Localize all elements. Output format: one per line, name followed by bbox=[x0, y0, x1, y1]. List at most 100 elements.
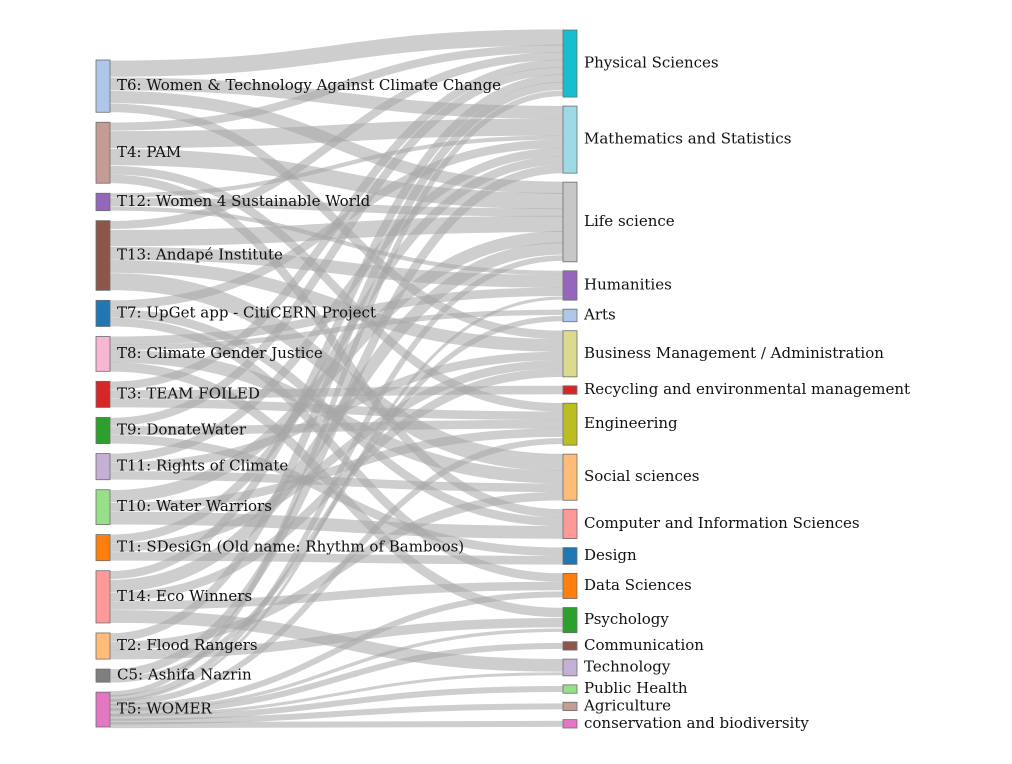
right-node-label: Recycling and environmental management bbox=[584, 380, 910, 398]
right-node-label: Engineering bbox=[584, 414, 678, 432]
left-node-label: T1: SDesiGn (Old name: Rhythm of Bamboos… bbox=[117, 538, 464, 556]
left-node-label: T14: Eco Winners bbox=[117, 587, 252, 605]
right-node-bar bbox=[562, 641, 578, 651]
right-node-bar bbox=[562, 308, 578, 323]
right-node-bar bbox=[562, 508, 578, 540]
right-node-bar bbox=[562, 701, 578, 712]
flow-link bbox=[109, 287, 564, 346]
right-node-label: Business Management / Administration bbox=[584, 344, 884, 362]
flow-link bbox=[109, 428, 564, 512]
flow-link bbox=[109, 147, 564, 463]
right-node-label: Technology bbox=[584, 657, 671, 675]
flow-link bbox=[109, 552, 564, 565]
left-node-label: T3: TEAM FOILED bbox=[117, 384, 260, 402]
left-node-label: T9: DonateWater bbox=[117, 421, 247, 439]
left-node-label: T2: Flood Rangers bbox=[117, 636, 258, 654]
right-node-bar bbox=[562, 402, 578, 446]
right-node-bar bbox=[562, 270, 578, 301]
left-node-label: T11: Rights of Climate bbox=[117, 457, 288, 475]
left-node-label: T5: WOMER bbox=[117, 700, 212, 718]
flow-link bbox=[109, 617, 564, 660]
labels-layer: T6: Women & Technology Against Climate C… bbox=[117, 54, 910, 732]
left-node-bar bbox=[95, 453, 111, 481]
left-node-bar bbox=[95, 632, 111, 660]
flow-link bbox=[109, 686, 564, 721]
left-node-bar bbox=[95, 534, 111, 562]
flow-link bbox=[109, 52, 564, 230]
flow-link bbox=[109, 66, 564, 426]
right-node-label: Computer and Information Sciences bbox=[584, 514, 860, 532]
left-node-label: T6: Women & Technology Against Climate C… bbox=[117, 76, 501, 94]
left-node-label: T10: Water Warriors bbox=[117, 497, 272, 515]
left-node-bar bbox=[95, 192, 111, 212]
flow-link bbox=[109, 703, 564, 725]
left-node-label: T13: Andapé Institute bbox=[117, 246, 283, 264]
left-node-label: T8: Climate Gender Justice bbox=[117, 344, 323, 362]
right-node-bar bbox=[562, 385, 578, 395]
nodes-layer bbox=[95, 29, 578, 729]
flow-link bbox=[109, 437, 564, 707]
right-node-bar bbox=[562, 719, 578, 729]
left-node-label: T4: PAM bbox=[117, 143, 181, 161]
right-node-label: Physical Sciences bbox=[584, 54, 719, 72]
flow-link bbox=[109, 628, 564, 712]
flow-link bbox=[109, 164, 564, 678]
left-node-bar bbox=[95, 336, 111, 372]
left-node-bar bbox=[95, 668, 111, 683]
right-node-label: Psychology bbox=[584, 610, 669, 628]
flow-link bbox=[109, 197, 564, 217]
right-node-bar bbox=[562, 453, 578, 501]
left-node-bar bbox=[95, 220, 111, 291]
flow-link bbox=[109, 672, 564, 717]
right-node-label: Mathematics and Statistics bbox=[584, 130, 791, 148]
flow-link bbox=[109, 591, 564, 710]
flow-link bbox=[109, 156, 564, 544]
right-node-label: Public Health bbox=[584, 679, 688, 697]
flow-link bbox=[109, 255, 564, 701]
right-node-bar bbox=[562, 181, 578, 263]
left-node-bar bbox=[95, 380, 111, 408]
left-node-bar bbox=[95, 299, 111, 327]
left-node-bar bbox=[95, 59, 111, 113]
left-node-bar bbox=[95, 121, 111, 184]
flows-layer bbox=[109, 29, 564, 729]
flow-link bbox=[109, 29, 564, 77]
left-node-bar bbox=[95, 570, 111, 624]
right-node-bar bbox=[562, 572, 578, 599]
flow-link bbox=[109, 368, 564, 602]
flow-link bbox=[109, 359, 564, 552]
right-node-bar bbox=[562, 684, 578, 694]
right-node-bar bbox=[562, 547, 578, 565]
right-node-label: Arts bbox=[583, 305, 616, 323]
right-node-bar bbox=[562, 105, 578, 174]
left-node-bar bbox=[95, 489, 111, 525]
left-node-label: T12: Women 4 Sustainable World bbox=[117, 192, 371, 210]
flow-link bbox=[109, 642, 564, 716]
right-node-label: Communication bbox=[584, 636, 704, 654]
right-node-bar bbox=[562, 330, 578, 378]
right-node-label: Design bbox=[584, 546, 637, 564]
left-node-bar bbox=[95, 691, 111, 728]
right-node-bar bbox=[562, 658, 578, 677]
right-node-label: Life science bbox=[584, 212, 675, 230]
right-node-bar bbox=[562, 607, 578, 634]
right-node-label: Social sciences bbox=[584, 467, 699, 485]
right-node-label: Agriculture bbox=[583, 696, 671, 714]
right-node-label: Humanities bbox=[584, 275, 672, 293]
right-node-label: Data Sciences bbox=[584, 576, 692, 594]
flow-link bbox=[109, 135, 564, 198]
flow-link bbox=[109, 296, 564, 702]
right-node-bar bbox=[562, 29, 578, 98]
flow-link bbox=[109, 118, 564, 149]
left-node-bar bbox=[95, 417, 111, 444]
flow-link bbox=[109, 44, 564, 131]
flow-link bbox=[109, 90, 564, 697]
flow-link bbox=[109, 74, 564, 580]
flow-link bbox=[109, 81, 564, 642]
left-node-label: T7: UpGet app - CitiCERN Project bbox=[117, 303, 376, 321]
flow-link bbox=[109, 59, 564, 390]
right-node-label: conservation and biodiversity bbox=[584, 714, 809, 732]
left-node-label: C5: Ashifa Nazrin bbox=[117, 666, 252, 684]
